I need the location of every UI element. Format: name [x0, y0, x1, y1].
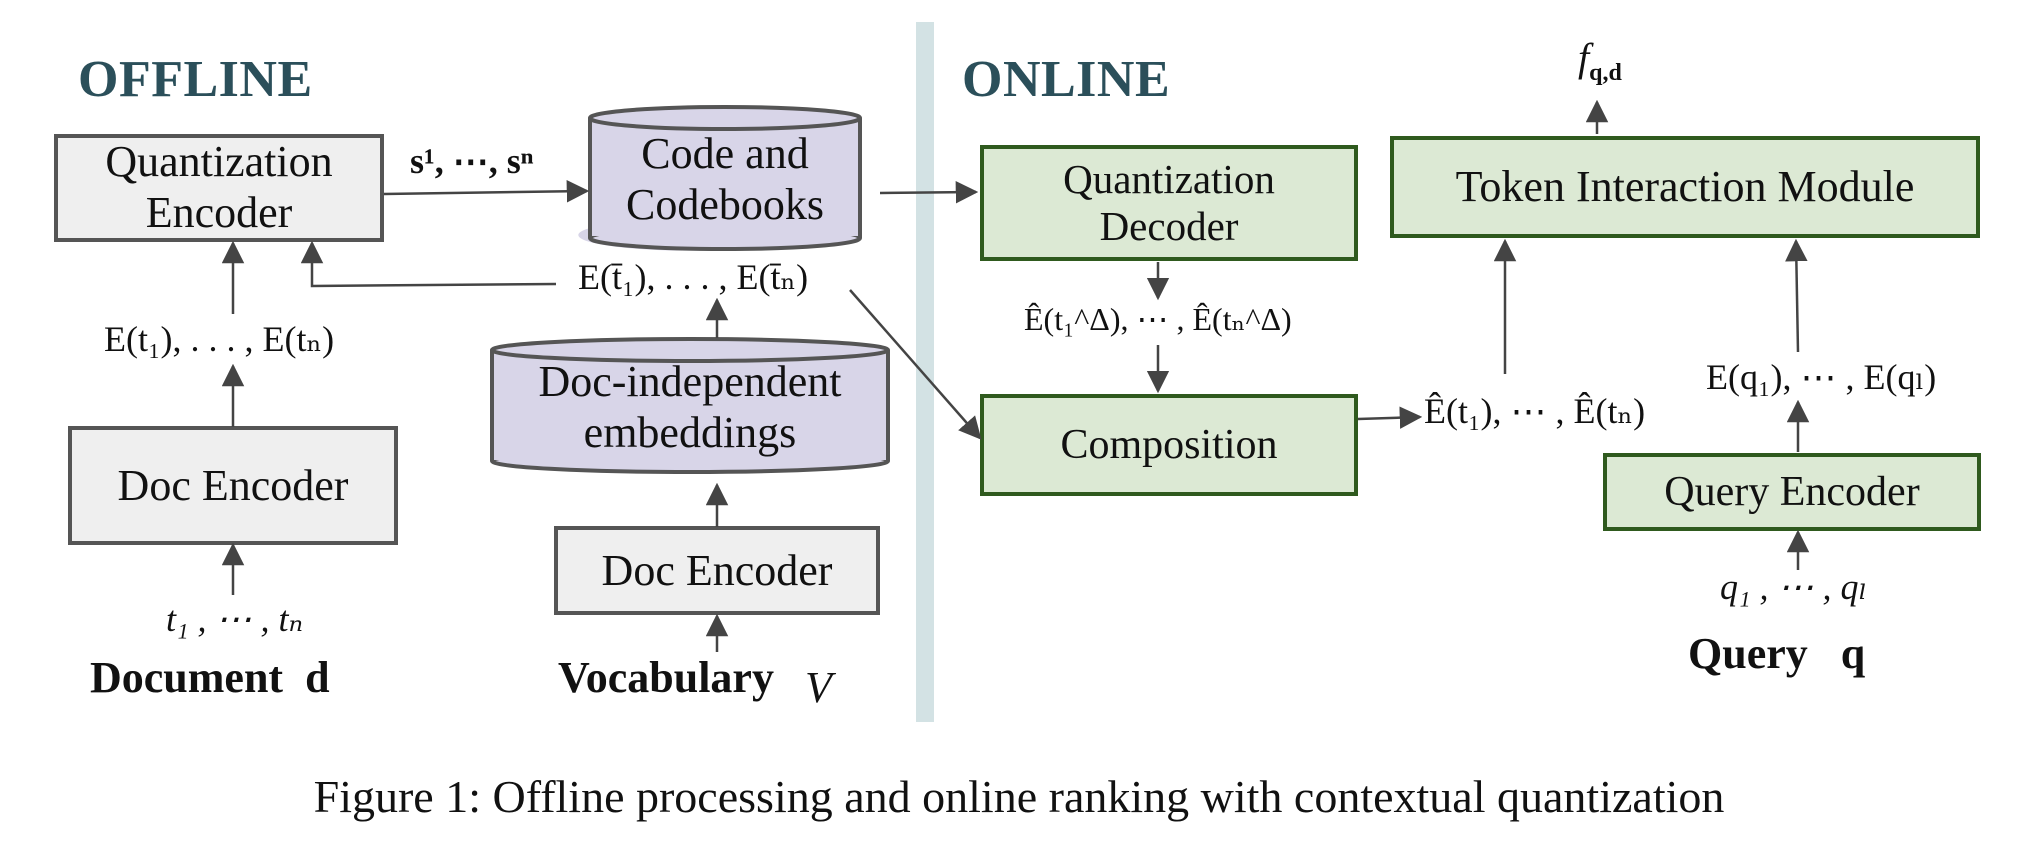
doc-embeddings-label: E(t₁), . . . , E(tₙ)	[104, 319, 335, 359]
codebooks-cylinder	[578, 105, 862, 251]
quantization-decoder-line1: Quantization	[1063, 155, 1275, 202]
codebooks-line2: Codebooks	[626, 180, 824, 229]
doc-independent-line1: Doc-independent	[538, 357, 842, 407]
doc-independent-cylinder	[490, 337, 890, 474]
figure-caption: Figure 1: Offline processing and online …	[313, 771, 1725, 822]
arrow-indep-to-quant-encoder	[300, 240, 557, 288]
document-label: Document d	[90, 652, 330, 703]
quantization-encoder-line1: Quantization	[105, 137, 333, 187]
codebooks-line1: Code and	[641, 129, 809, 179]
query-text: Query	[1688, 629, 1808, 678]
doc-encoder-right-label: Doc Encoder	[601, 546, 833, 595]
doc-encoder-left-label: Doc Encoder	[117, 461, 349, 510]
quantization-encoder-label: Quantization Encoder	[56, 136, 382, 240]
vocabulary-text: Vocabulary	[558, 653, 774, 702]
online-title: ONLINE	[962, 51, 1171, 108]
indep-embeddings-label: E(t̄₁), . . . , E(t̄ₙ)	[578, 257, 809, 297]
doc-encoder-right-box	[554, 526, 880, 615]
quantization-encoder-box	[54, 134, 384, 242]
query-tokens-label: q₁ , ⋯ , qₗ	[1720, 567, 1868, 607]
codebooks-label: Code and Codebooks	[590, 126, 860, 234]
score-label: fq,d	[1578, 34, 1622, 87]
document-symbol: d	[305, 653, 330, 702]
composition-label: Composition	[1060, 422, 1278, 468]
composed-embeddings-label: Ê(t₁), ⋯ , Ê(tₙ)	[1424, 391, 1646, 431]
query-encoder-label: Query Encoder	[1664, 469, 1920, 515]
doc-tokens-label: t₁ , ⋯ , tₙ	[166, 599, 304, 639]
score-subscript: q,d	[1589, 60, 1622, 86]
vocabulary-label: Vocabulary V	[558, 652, 832, 712]
query-embeddings-label: E(q₁), ⋯ , E(qₗ)	[1706, 357, 1937, 397]
delta-embeddings-label: Ê(t₁^Δ), ⋯ , Ê(tₙ^Δ)	[1024, 301, 1292, 337]
quantization-encoder-line2: Encoder	[145, 188, 293, 237]
token-interaction-label: Token Interaction Module	[1455, 162, 1915, 211]
arrow-query-emb-to-interaction	[1785, 238, 1808, 353]
quantization-decoder-label: Quantization Decoder	[982, 147, 1356, 259]
vocabulary-symbol: V	[804, 663, 832, 712]
offline-title: OFFLINE	[78, 51, 313, 108]
query-symbol: q	[1840, 629, 1866, 678]
arrow-codes-to-codebooks	[383, 180, 590, 203]
section-divider	[916, 22, 934, 722]
composition-box	[980, 394, 1358, 496]
quantization-decoder-line2: Decoder	[1099, 203, 1239, 249]
arrow-indep-to-composition	[849, 289, 982, 440]
arrow-codebooks-to-decoder	[879, 180, 979, 204]
quantization-decoder-box	[980, 145, 1358, 261]
query-encoder-box	[1603, 453, 1981, 531]
doc-independent-line2: embeddings	[583, 408, 797, 457]
document-text: Document	[90, 653, 284, 702]
codes-label: s¹, ⋯, sⁿ	[410, 141, 534, 181]
token-interaction-box	[1390, 136, 1980, 238]
query-label: Query q	[1688, 628, 1865, 679]
doc-independent-label: Doc-independent embeddings	[492, 357, 888, 458]
arrow-composition-to-composed	[1357, 406, 1423, 429]
score-symbol: f	[1578, 35, 1590, 80]
